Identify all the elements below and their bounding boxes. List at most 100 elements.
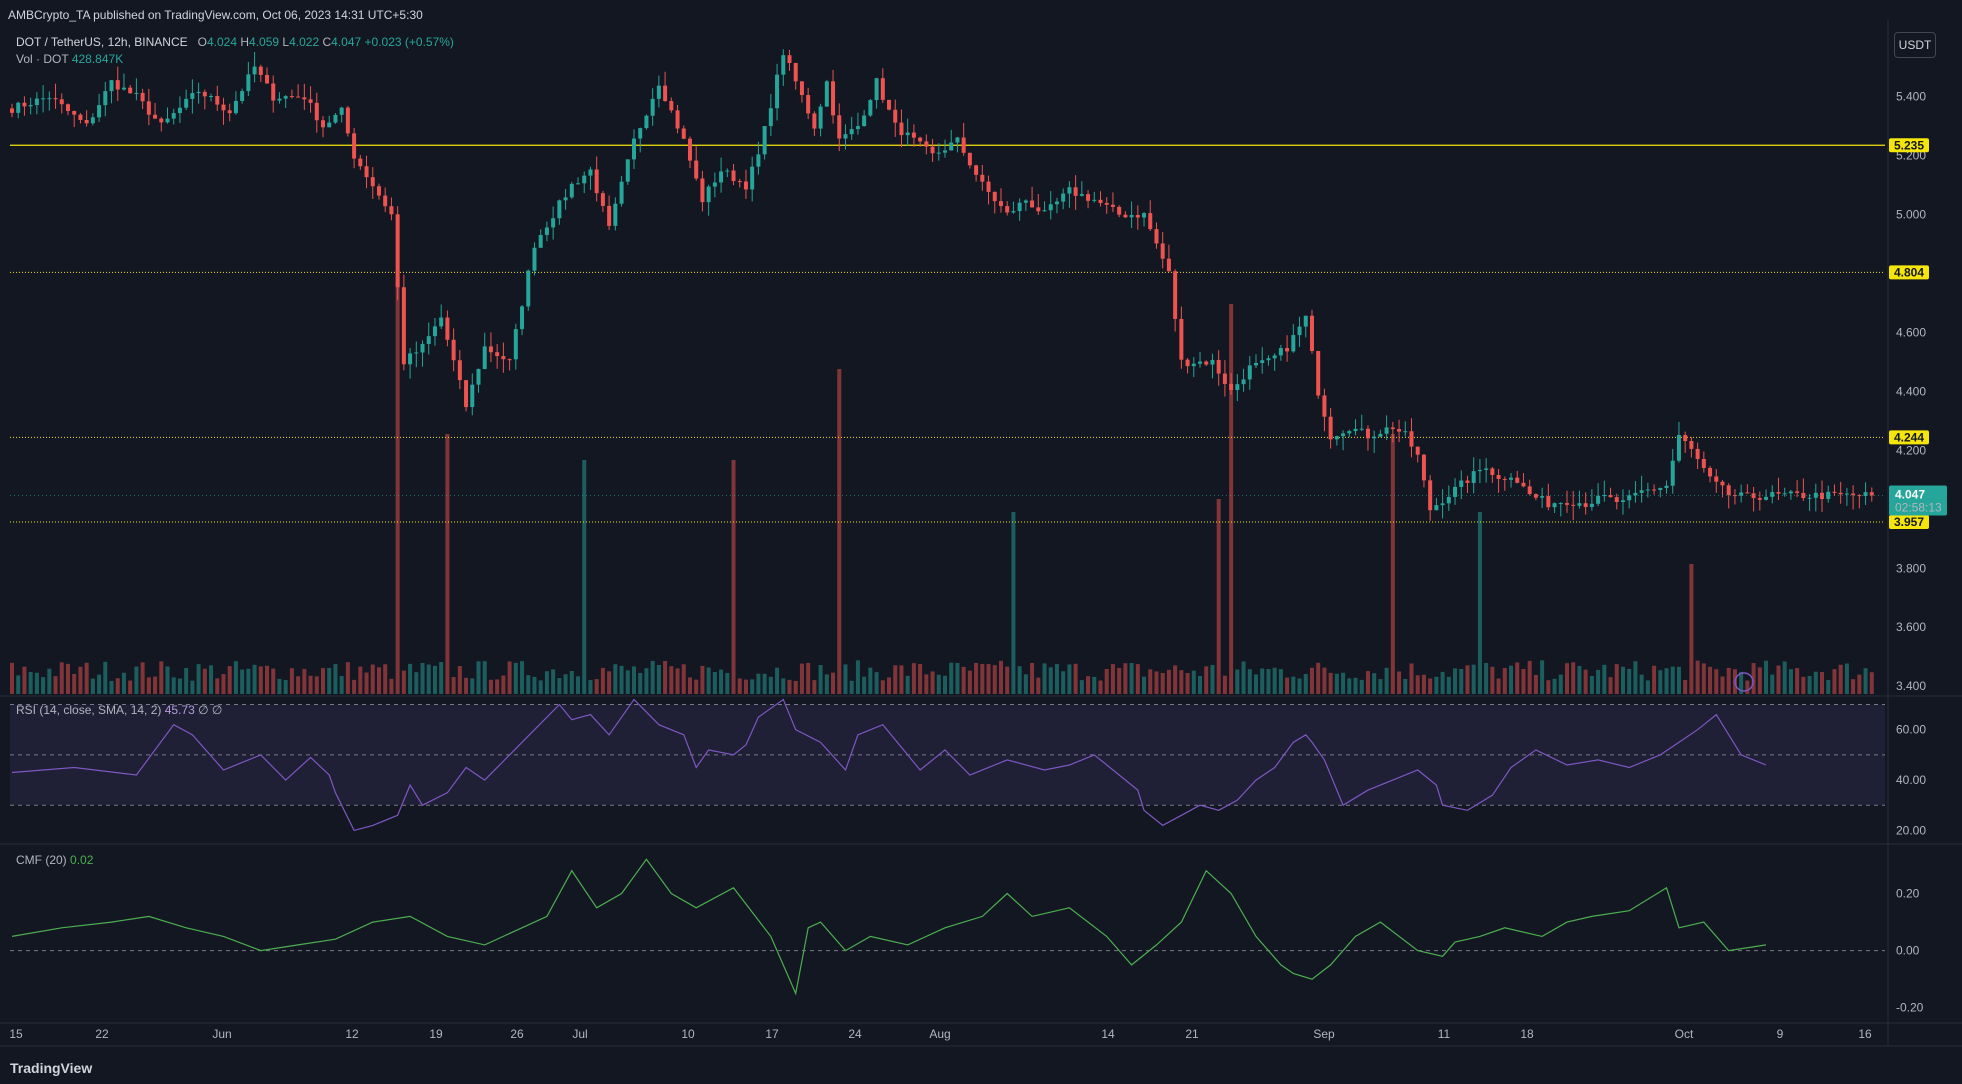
candle-body [930,146,935,154]
volume-bar [1347,678,1352,694]
candle-body [600,193,605,206]
candle-body [1110,204,1115,207]
volume-bar [16,675,21,694]
volume-bar [818,665,823,694]
candle-body [1788,491,1793,494]
volume-bar [1378,679,1383,694]
volume-bar [843,664,848,694]
candle-body [582,175,587,184]
volume-bar [1701,663,1706,694]
volume-bar [1036,677,1041,694]
volume-bar [731,460,736,694]
volume-bar [1154,671,1159,694]
volume-bar [1652,665,1657,694]
volume-bar [103,661,108,694]
volume-bar [1204,666,1209,694]
volume-bar [924,674,929,694]
level-tag-label-3: 3.957 [1894,515,1924,529]
volume-bar [1334,673,1339,694]
low-value: 4.022 [289,35,320,49]
volume-bar [1042,663,1047,694]
high-label: H [240,35,250,49]
volume-bar [1627,668,1632,694]
candle-body [1434,505,1439,511]
candle-body [72,110,77,115]
candle-body [389,206,394,215]
volume-bar [1645,680,1650,694]
volume-label: Vol · DOT [16,52,69,66]
candle-body [1191,363,1196,367]
volume-bar [34,672,39,694]
candle-body [1608,495,1613,498]
candle-body [986,181,991,192]
volume-bar [1303,674,1308,694]
volume-bar [538,680,543,694]
volume-bar [712,672,717,694]
candle-body [333,114,338,123]
close-label: C [322,35,332,49]
volume-bar [1328,672,1333,694]
publisher-line: AMBCrypto_TA published on TradingView.co… [8,8,423,22]
candle-body [1117,206,1122,215]
price-tick-7: 3.600 [1896,620,1926,634]
candle-body [1210,359,1215,365]
volume-bar [221,674,226,694]
candle-body [1104,202,1109,205]
volume-bar [650,660,655,694]
volume-bar [1166,669,1171,694]
volume-bar [1129,662,1134,694]
candle-body [414,352,419,354]
candle-body [1365,428,1370,439]
volume-bar [246,668,251,694]
candle-body [1179,318,1184,360]
volume-bar [321,668,325,694]
symbol-title[interactable]: DOT / TetherUS, 12h, BINANCE [16,35,188,49]
candle-body [1142,213,1147,218]
volume-bar [1067,664,1072,694]
volume-bar [781,678,786,694]
candle-body [1540,496,1545,498]
candle-body [495,352,500,357]
tradingview-logo[interactable]: TradingView [10,1060,93,1076]
candle-body [314,102,319,121]
volume-bar [756,673,761,694]
volume-bar [1552,678,1557,694]
candle-body [395,214,400,288]
candle-body [1596,495,1601,504]
volume-bar [10,662,14,694]
volume-bar [28,671,33,694]
candle-body [1620,500,1625,502]
rsi-label[interactable]: RSI (14, close, SMA, 14, 2) [16,703,162,717]
candle-body [1838,492,1843,495]
candle-body [1409,431,1414,447]
candle-body [383,195,388,207]
volume-bar [638,672,643,694]
volume-bar [376,667,381,694]
candle-body [1851,493,1856,496]
volume-bar [1813,671,1818,694]
candle-body [1869,492,1874,496]
candle-body [358,158,363,167]
candle-body [296,96,301,98]
candle-body [90,117,95,124]
cmf-label[interactable]: CMF (20) [16,853,67,867]
currency-button[interactable]: USDT [1894,32,1936,58]
volume-bar [974,662,979,694]
candle-body [1023,200,1028,203]
candle-body [507,359,512,361]
volume-bar [992,665,997,694]
volume-bar [1465,665,1470,694]
candle-body [1664,485,1669,489]
volume-bar [345,662,350,694]
candle-body [1129,215,1134,218]
candle-body [1801,492,1806,499]
volume-bar [812,680,817,694]
candle-body [563,197,568,201]
candle-body [1316,351,1321,396]
volume-bar [1565,663,1569,694]
volume-bar [1807,675,1812,694]
candle-body [1701,459,1706,468]
candle-body [488,346,493,353]
volume-bar [1757,667,1762,694]
